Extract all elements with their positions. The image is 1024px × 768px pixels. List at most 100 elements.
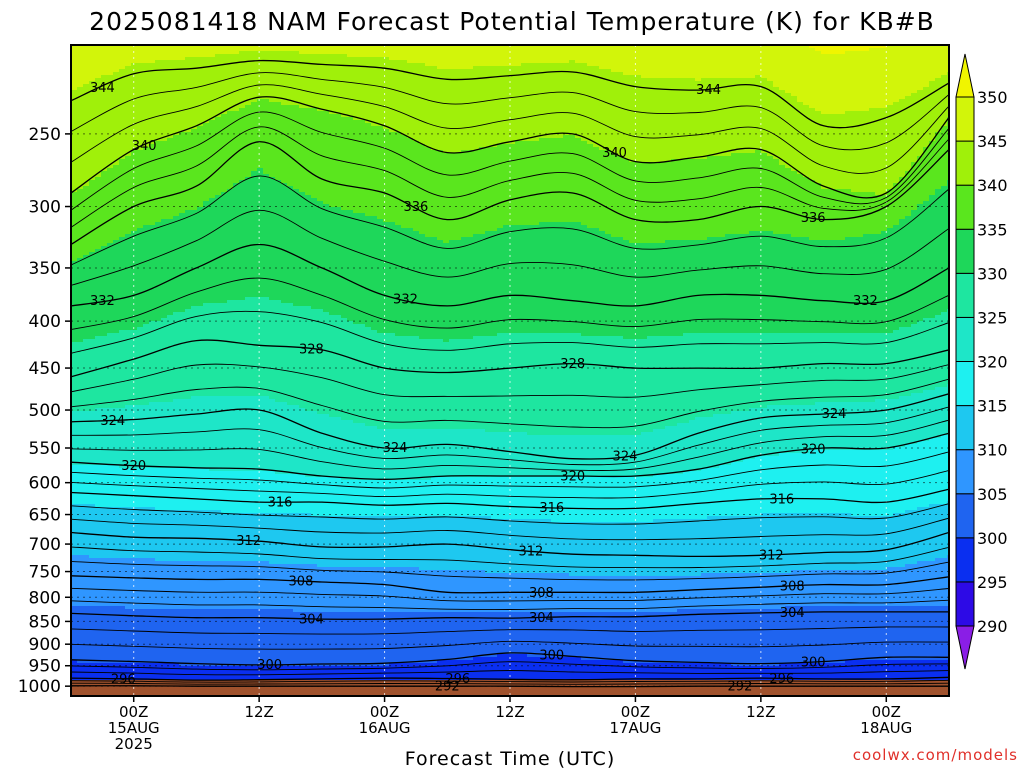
colorbar-swatch	[955, 228, 975, 274]
contour-label: 304	[529, 611, 554, 626]
contour-lines	[71, 59, 949, 688]
contour-label: 328	[560, 357, 585, 372]
x-tick-label: 00Z	[621, 703, 650, 721]
contour-label: 316	[268, 496, 293, 511]
contour-line-minor	[71, 599, 949, 610]
y-tick-label: 1000	[18, 677, 61, 697]
contour-label: 316	[539, 501, 564, 516]
contour-line-minor	[71, 451, 949, 489]
x-tick-label: 00Z	[872, 703, 901, 721]
filled-contour-bands	[71, 45, 949, 696]
chart-title: 2025081418 NAM Forecast Potential Temper…	[89, 7, 935, 36]
colorbar-tick-label: 305	[977, 485, 1008, 504]
colorbar-swatch	[955, 361, 975, 407]
y-tick-label: 650	[29, 506, 61, 526]
colorbar-swatch	[955, 184, 975, 230]
contour-line-292	[71, 685, 949, 688]
contour-label: 308	[289, 575, 314, 590]
colorbar-swatch	[955, 96, 975, 142]
x-tick-label: 2025	[115, 735, 153, 753]
contour-line-minor	[71, 679, 949, 683]
x-tick-label: 12Z	[495, 703, 524, 721]
contour-line-344	[71, 59, 949, 129]
y-tick-label: 850	[29, 612, 61, 632]
contour-labels: 344 344 340 340 336 336 332 332 332 328 328 324 324 3…	[90, 81, 878, 695]
contour-line-minor	[71, 503, 949, 525]
colorbar-tick-label: 320	[977, 353, 1008, 372]
contour-line-316	[71, 488, 949, 510]
contour-line-336	[71, 141, 949, 246]
colorbar-tick-label: 335	[977, 220, 1008, 239]
x-tick-label: 17AUG	[609, 719, 661, 737]
contour-label: 292	[435, 680, 460, 695]
contour-line-312	[71, 531, 949, 558]
contour-label: 320	[121, 459, 146, 474]
contour-label: 312	[518, 545, 543, 560]
contour-line-332	[71, 243, 949, 307]
contour-line-minor	[71, 72, 949, 151]
colorbar-swatch	[955, 316, 975, 362]
y-axis-ticks: 250 300 350 400 450 500 550 600 650 700 750 800 850 9…	[18, 125, 71, 697]
colorbar-swatch	[955, 449, 975, 495]
contour-line-minor	[71, 546, 949, 569]
contour-line-308	[71, 575, 949, 594]
y-tick-label: 800	[29, 588, 61, 608]
contour-label: 316	[769, 492, 794, 507]
contour-label: 312	[236, 534, 261, 549]
contour-label: 296	[445, 672, 470, 687]
contour-line-minor	[71, 670, 949, 676]
contour-label: 296	[111, 672, 136, 687]
contour-label: 328	[299, 343, 324, 358]
contour-label: 324	[100, 414, 125, 429]
y-tick-label: 500	[29, 401, 61, 421]
x-axis-label: Forecast Time (UTC)	[405, 748, 615, 768]
contour-line-340	[71, 96, 949, 199]
contour-line-minor	[71, 126, 949, 228]
y-tick-label: 250	[29, 125, 61, 145]
contour-label: 332	[90, 294, 115, 309]
contour-label: 336	[404, 200, 429, 215]
contour-line-minor	[71, 661, 949, 671]
contour-label: 308	[529, 586, 554, 601]
contour-line-minor	[71, 587, 949, 602]
y-tick-label: 900	[29, 635, 61, 655]
contour-label: 308	[780, 579, 805, 594]
y-tick-label: 550	[29, 439, 61, 459]
y-tick-label: 450	[29, 359, 61, 379]
colorbar-tick-label: 325	[977, 308, 1008, 327]
contour-label: 324	[822, 407, 847, 422]
contour-label: 300	[539, 649, 564, 664]
contour-line-300	[71, 652, 949, 666]
colorbar-tick-label: 345	[977, 132, 1008, 151]
colorbar-swatch	[955, 405, 975, 451]
contour-label: 300	[257, 658, 282, 673]
contour-line-320	[71, 432, 949, 480]
x-tick-label: 00Z	[370, 703, 399, 721]
colorbar-swatch	[955, 53, 975, 98]
contour-line-324	[71, 393, 949, 460]
colorbar-swatch	[955, 272, 975, 318]
contour-line-minor	[71, 406, 949, 466]
colorbar-tick-label: 340	[977, 176, 1008, 195]
colorbar-tick-label: 290	[977, 617, 1008, 636]
x-tick-label: 00Z	[119, 703, 148, 721]
contour-label: 344	[90, 81, 115, 96]
contour-label: 340	[602, 146, 627, 161]
contour-line-minor	[71, 419, 949, 471]
contour-label: 324	[383, 441, 408, 456]
y-tick-label: 700	[29, 535, 61, 555]
contour-label: 296	[769, 672, 794, 687]
contour-line-328	[71, 339, 949, 378]
colorbar-tick-label: 315	[977, 397, 1008, 416]
contour-label: 332	[393, 292, 418, 307]
contour-label: 324	[613, 449, 638, 464]
contour-line-minor	[71, 640, 949, 650]
contour-line-minor	[71, 517, 949, 541]
contour-line-minor	[71, 378, 949, 429]
y-tick-label: 600	[29, 474, 61, 494]
contour-line-minor	[71, 682, 949, 685]
colorbar-tick-label: 350	[977, 88, 1008, 107]
contour-label: 344	[696, 83, 721, 98]
